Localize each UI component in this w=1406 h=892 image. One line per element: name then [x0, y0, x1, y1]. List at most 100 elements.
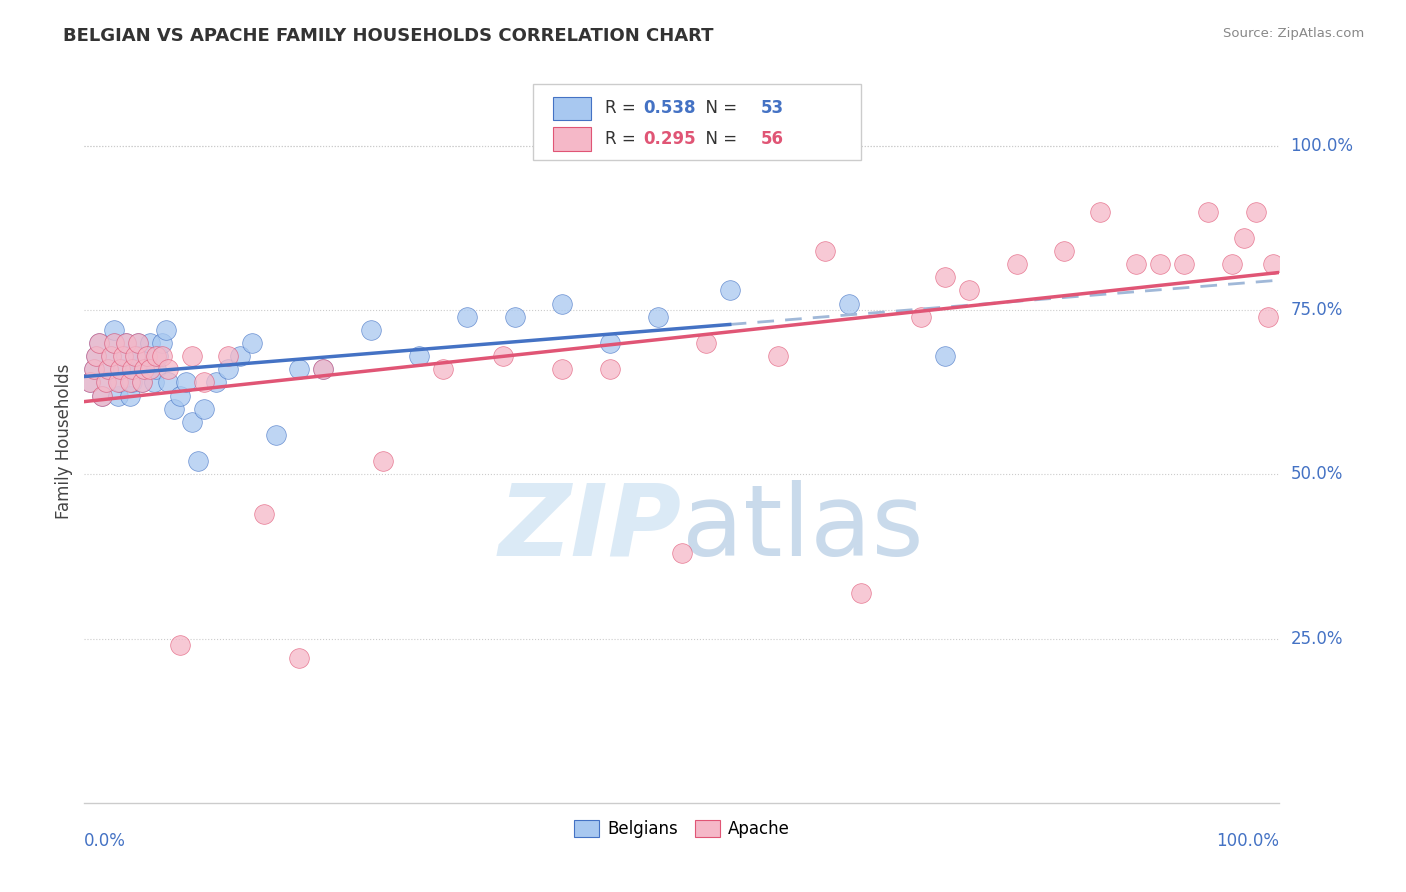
Text: 100.0%: 100.0%: [1216, 831, 1279, 850]
Point: [599, 362, 621, 376]
Point: [1125, 257, 1147, 271]
Point: [121, 362, 143, 376]
Point: [599, 336, 621, 351]
Point: [193, 401, 215, 416]
Point: [107, 388, 129, 402]
Point: [157, 362, 180, 376]
Text: R =: R =: [606, 99, 641, 117]
Point: [217, 362, 239, 376]
Point: [264, 428, 287, 442]
Point: [181, 349, 204, 363]
Text: 0.295: 0.295: [644, 130, 696, 148]
Point: [671, 546, 693, 560]
Point: [132, 362, 156, 376]
Point: [150, 349, 173, 363]
Point: [135, 349, 157, 363]
Point: [111, 362, 134, 376]
Point: [1197, 204, 1219, 219]
Point: [253, 507, 276, 521]
Text: 25.0%: 25.0%: [1291, 630, 1343, 648]
Point: [87, 336, 110, 351]
FancyBboxPatch shape: [553, 96, 591, 120]
Point: [181, 415, 204, 429]
Text: Source: ZipAtlas.com: Source: ZipAtlas.com: [1223, 27, 1364, 40]
Point: [86, 349, 108, 363]
Point: [115, 336, 138, 351]
Point: [1053, 244, 1076, 258]
Point: [551, 362, 574, 376]
Text: 0.538: 0.538: [644, 99, 696, 117]
Point: [139, 336, 162, 351]
Point: [288, 362, 311, 376]
Text: R =: R =: [606, 130, 641, 148]
Text: 56: 56: [761, 130, 783, 148]
Point: [193, 376, 215, 390]
Point: [217, 349, 239, 363]
Point: [127, 336, 149, 351]
Point: [288, 651, 311, 665]
Point: [127, 349, 149, 363]
Point: [94, 376, 117, 390]
FancyBboxPatch shape: [553, 128, 591, 151]
Point: [103, 323, 125, 337]
Point: [131, 376, 153, 390]
Point: [934, 270, 956, 285]
FancyBboxPatch shape: [533, 84, 862, 160]
Point: [1257, 310, 1279, 324]
Text: atlas: atlas: [682, 480, 924, 577]
Text: 75.0%: 75.0%: [1291, 301, 1343, 319]
Point: [492, 349, 515, 363]
Point: [1005, 257, 1028, 271]
Text: N =: N =: [695, 130, 742, 148]
Point: [229, 349, 252, 363]
Point: [503, 310, 526, 324]
Point: [1244, 204, 1267, 219]
Point: [910, 310, 932, 324]
Point: [118, 376, 141, 390]
Point: [169, 388, 191, 402]
Point: [150, 336, 173, 351]
Point: [766, 349, 789, 363]
Point: [647, 310, 669, 324]
Point: [115, 336, 138, 351]
Point: [187, 454, 209, 468]
Text: N =: N =: [695, 99, 742, 117]
Point: [814, 244, 837, 258]
Point: [145, 362, 167, 376]
Point: [118, 388, 141, 402]
Point: [1233, 231, 1256, 245]
Point: [1173, 257, 1195, 271]
Text: ZIP: ZIP: [499, 480, 682, 577]
Point: [100, 349, 122, 363]
Point: [94, 376, 117, 390]
Point: [157, 376, 180, 390]
Point: [107, 376, 129, 390]
Point: [110, 362, 132, 376]
Point: [97, 362, 120, 376]
Point: [169, 638, 191, 652]
Point: [838, 296, 860, 310]
Point: [957, 284, 980, 298]
Point: [163, 401, 186, 416]
Point: [87, 336, 110, 351]
Text: BELGIAN VS APACHE FAMILY HOUSEHOLDS CORRELATION CHART: BELGIAN VS APACHE FAMILY HOUSEHOLDS CORR…: [63, 27, 714, 45]
Point: [1263, 257, 1285, 271]
Point: [91, 388, 114, 402]
Point: [124, 362, 146, 376]
Point: [408, 349, 430, 363]
Point: [718, 284, 741, 298]
Point: [456, 310, 478, 324]
Point: [111, 349, 134, 363]
Point: [934, 349, 956, 363]
Point: [205, 376, 228, 390]
Point: [79, 376, 101, 390]
Point: [135, 349, 157, 363]
Point: [127, 336, 149, 351]
Point: [145, 349, 167, 363]
Point: [851, 585, 873, 599]
Point: [312, 362, 335, 376]
Point: [103, 336, 125, 351]
Point: [1220, 257, 1243, 271]
Point: [121, 376, 143, 390]
Point: [115, 349, 138, 363]
